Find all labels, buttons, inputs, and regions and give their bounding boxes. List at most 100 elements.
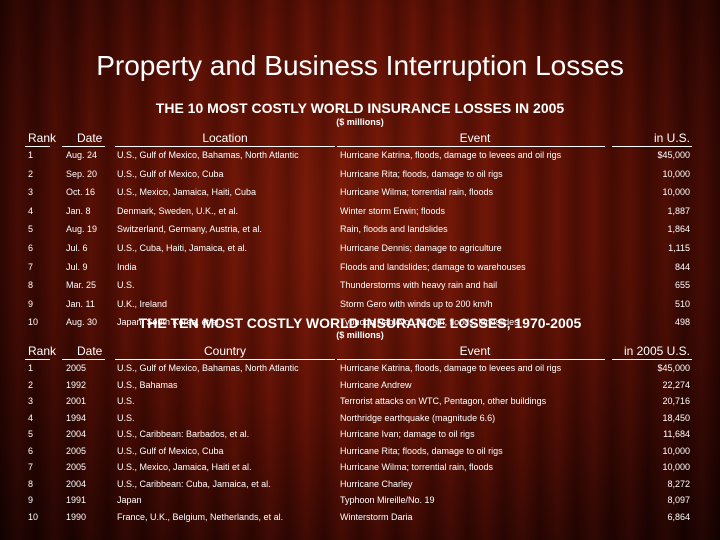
column-header: in 2005 U.S.	[623, 344, 690, 358]
table-cell: Hurricane Charley	[340, 478, 413, 489]
column-header: Country	[203, 344, 247, 358]
table-cell: 3	[28, 396, 34, 406]
table-cell: Denmark, Sweden, U.K., et al.	[117, 205, 239, 216]
table-cell: U.S., Caribbean: Barbados, et al.	[117, 429, 250, 439]
table-cell: 9	[28, 495, 34, 505]
table-cell: 5	[28, 429, 34, 439]
header-rule	[115, 146, 335, 147]
table-title: THE TEN MOST COSTLY WORLD INSURANCE LOSS…	[138, 315, 582, 331]
table-cell: $45,000	[657, 363, 690, 373]
table-cell: Japan, South Korea, et al.	[117, 317, 222, 328]
table-cell: Aug. 19	[66, 224, 98, 235]
table-cell: Hurricane Katrina, floods, damage to lev…	[340, 150, 562, 160]
table-cell: 5	[28, 224, 34, 235]
table-cell: 8	[28, 280, 34, 291]
header-rule	[337, 359, 605, 360]
column-header: Rank	[28, 131, 57, 145]
table-cell: 2001	[66, 396, 87, 406]
table-cell: 10	[28, 511, 39, 522]
table-cell: 9	[28, 298, 34, 309]
table-cell: U.S.	[117, 280, 135, 291]
table-cell: 6	[28, 243, 34, 253]
table-cell: U.S., Cuba, Haiti, Jamaica, et al.	[117, 243, 248, 253]
table-cell: Japan	[117, 495, 142, 505]
table-cell: Northridge earthquake (magnitude 6.6)	[340, 412, 496, 423]
column-header: Rank	[28, 344, 57, 358]
table-cell: 8,272	[667, 478, 690, 489]
header-rule	[612, 359, 692, 360]
table-cell: Winterstorm Daria	[340, 511, 413, 522]
table-cell: 6,864	[667, 511, 690, 522]
table-cell: 8,097	[667, 495, 690, 505]
table-cell: U.S., Mexico, Jamaica, Haiti et al.	[117, 462, 252, 472]
table-cell: Jan. 11	[66, 298, 95, 309]
table-cell: Hurricane Andrew	[340, 379, 412, 390]
table-cell: 2005	[66, 363, 87, 373]
table-cell: Switzerland, Germany, Austria, et al.	[117, 224, 262, 235]
table-cell: U.S., Mexico, Jamaica, Haiti, Cuba	[117, 187, 257, 198]
table-cell: U.K., Ireland	[117, 298, 168, 309]
table-cell: U.S., Bahamas	[117, 379, 178, 390]
table-cell: Jan. 8	[66, 205, 91, 216]
header-rule	[25, 146, 50, 147]
table-cell: Aug. 30	[66, 317, 98, 328]
table-cell: 2004	[66, 478, 87, 489]
table-cell: 2	[28, 168, 34, 179]
table-cell: 4	[28, 412, 34, 423]
table-cell: 2004	[66, 429, 87, 439]
table-cell: Sep. 20	[66, 168, 98, 179]
table-cell: Floods and landslides; damage to warehou…	[340, 261, 526, 272]
header-rule	[115, 359, 335, 360]
table-cell: U.S., Caribbean: Cuba, Jamaica, et al.	[117, 478, 271, 489]
table-cell: $45,000	[657, 150, 690, 160]
header-rule	[62, 146, 105, 147]
table-cell: 18,450	[662, 412, 690, 423]
table-cell: Typhoon Nabi/No. 14; rain, floods, lands…	[340, 317, 519, 328]
table-cell: 1991	[66, 495, 87, 505]
table-cell: 510	[674, 298, 690, 309]
table-cell: Rain, floods and landslides	[340, 224, 448, 235]
table-cell: 7	[28, 462, 34, 472]
table-cell: U.S., Gulf of Mexico, Cuba	[117, 445, 224, 456]
table-cell: 10,000	[662, 462, 690, 472]
header-rule	[25, 359, 50, 360]
table-cell: Terrorist attacks on WTC, Pentagon, othe…	[340, 396, 547, 406]
table-cell: 1994	[66, 412, 87, 423]
table-cell: Storm Gero with winds up to 200 km/h	[340, 298, 493, 309]
column-header: in U.S.	[653, 131, 690, 145]
table-cell: 2005	[66, 445, 87, 456]
table-cell: 8	[28, 478, 34, 489]
table-cell: 2	[28, 379, 34, 390]
table-cell: U.S., Gulf of Mexico, Bahamas, North Atl…	[117, 150, 299, 160]
table-cell: U.S., Gulf of Mexico, Cuba	[117, 168, 224, 179]
table-cell: Thunderstorms with heavy rain and hail	[340, 280, 498, 291]
table-cell: Hurricane Wilma; torrential rain, floods	[340, 187, 494, 198]
table-cell: Hurricane Wilma; torrential rain, floods	[340, 462, 494, 472]
table-cell: Hurricane Dennis; damage to agriculture	[340, 243, 502, 253]
table-cell: 20,716	[662, 396, 690, 406]
table-cell: Hurricane Ivan; damage to oil rigs	[340, 429, 475, 439]
table-cell: Winter storm Erwin; floods	[340, 205, 446, 216]
table-cell: 2005	[66, 462, 87, 472]
table-cell: Hurricane Rita; floods, damage to oil ri…	[340, 445, 503, 456]
table-cell: 844	[674, 261, 690, 272]
table-cell: 7	[28, 261, 34, 272]
column-header: Date	[77, 131, 103, 145]
header-rule	[337, 146, 605, 147]
table-subtitle: ($ millions)	[336, 117, 384, 127]
table-cell: 6	[28, 445, 34, 456]
table-cell: 4	[28, 205, 34, 216]
table-cell: 498	[674, 317, 690, 328]
table-cell: Jul. 9	[66, 261, 88, 272]
table-cell: 1,115	[668, 243, 690, 253]
table-cell: 1,864	[667, 224, 690, 235]
table-cell: 10,000	[662, 187, 690, 198]
table-cell: 1992	[66, 379, 87, 390]
table-cell: Hurricane Rita; floods, damage to oil ri…	[340, 168, 503, 179]
table-cell: U.S.	[117, 412, 135, 423]
table-cell: 10	[28, 317, 39, 328]
table-cell: France, U.K., Belgium, Netherlands, et a…	[117, 511, 284, 522]
table-cell: 10,000	[662, 168, 690, 179]
column-header: Event	[459, 344, 491, 358]
